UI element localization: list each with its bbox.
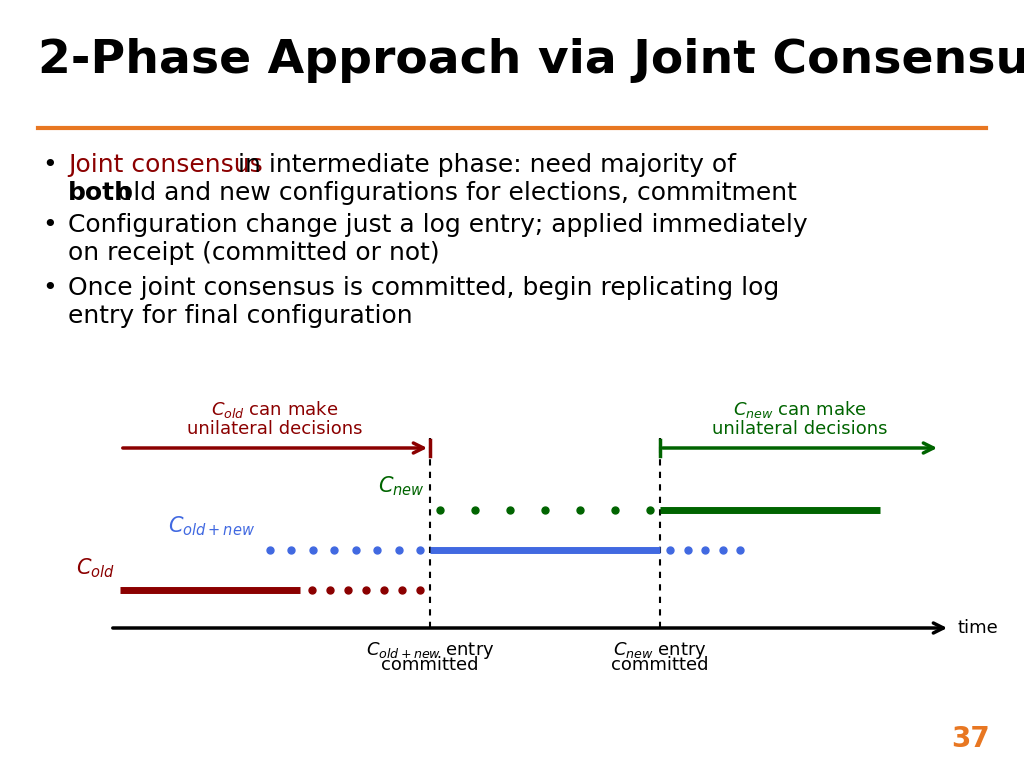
Text: •: • [42,153,56,177]
Text: Joint consensus: Joint consensus [68,153,263,177]
Text: entry for final configuration: entry for final configuration [68,304,413,328]
Text: 2-Phase Approach via Joint Consensus: 2-Phase Approach via Joint Consensus [38,38,1024,83]
Text: •: • [42,213,56,237]
Text: old and new configurations for elections, commitment: old and new configurations for elections… [110,181,797,205]
Text: time: time [958,619,998,637]
Text: in intermediate phase: need majority of: in intermediate phase: need majority of [230,153,736,177]
Text: committed: committed [381,656,479,674]
Text: $C_{new}$ can make: $C_{new}$ can make [733,399,867,420]
Text: 37: 37 [951,725,990,753]
Text: •: • [42,276,56,300]
Text: $C_{new}$ entry: $C_{new}$ entry [613,640,707,661]
Text: Configuration change just a log entry; applied immediately: Configuration change just a log entry; a… [68,213,808,237]
Text: $C_{new}$: $C_{new}$ [378,475,425,498]
Text: $C_{old+new}$ entry: $C_{old+new}$ entry [366,640,495,661]
Text: $C_{old}$ can make: $C_{old}$ can make [211,399,339,420]
Text: $C_{old+new}$: $C_{old+new}$ [168,515,255,538]
Text: unilateral decisions: unilateral decisions [187,420,362,438]
Text: Once joint consensus is committed, begin replicating log: Once joint consensus is committed, begin… [68,276,779,300]
Text: both: both [68,181,133,205]
Text: $C_{old}$: $C_{old}$ [76,556,115,580]
Text: on receipt (committed or not): on receipt (committed or not) [68,241,439,265]
Text: unilateral decisions: unilateral decisions [713,420,888,438]
Text: committed: committed [611,656,709,674]
